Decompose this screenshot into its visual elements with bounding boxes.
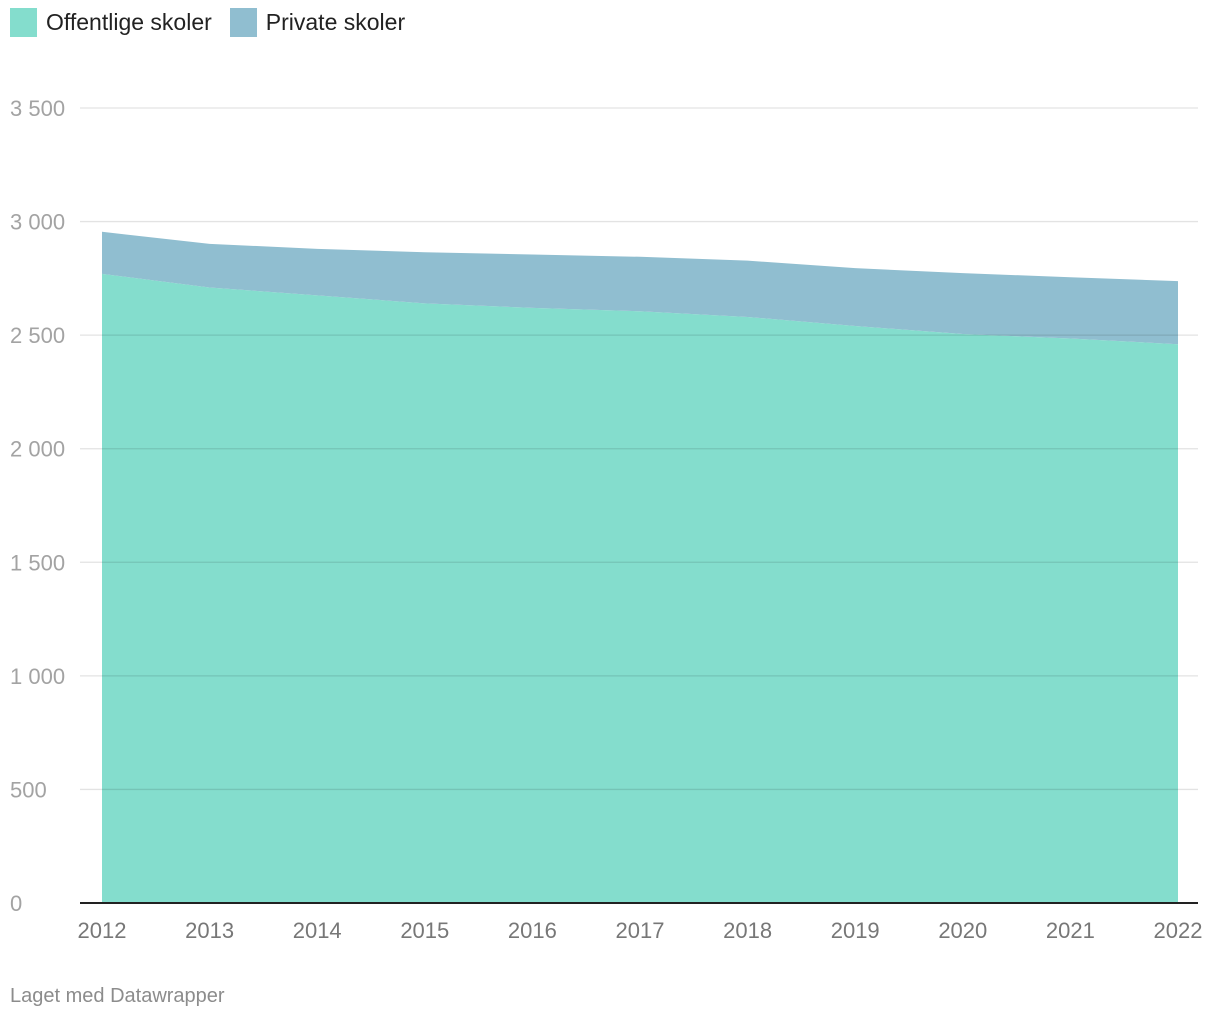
y-tick-label: 3 000 [10, 210, 65, 235]
y-tick-label: 3 500 [10, 96, 65, 121]
area-offentlige-skoler [102, 273, 1178, 903]
legend-label-private: Private skoler [265, 9, 406, 35]
legend-item-private: Private skoler [229, 8, 406, 37]
x-tick-label: 2012 [78, 918, 127, 943]
x-tick-label: 2020 [938, 918, 987, 943]
datawrapper-credit: Laget med Datawrapper [10, 985, 225, 1007]
y-tick-label: 1 500 [10, 550, 65, 575]
area-private-skoler [102, 231, 1178, 345]
legend-label-offentlige: Offentlige skoler [46, 9, 212, 35]
legend-swatch-offentlige [10, 8, 37, 37]
x-tick-label: 2014 [293, 918, 342, 943]
y-tick-label: 2 000 [10, 437, 65, 462]
y-tick-label: 1 000 [10, 664, 65, 689]
y-tick-label: 500 [10, 777, 47, 802]
x-tick-label: 2017 [616, 918, 665, 943]
x-tick-label: 2022 [1154, 918, 1203, 943]
legend: Offentlige skoler Private skoler [10, 8, 405, 37]
x-tick-label: 2021 [1046, 918, 1095, 943]
y-tick-label: 2 500 [10, 323, 65, 348]
x-tick-label: 2019 [831, 918, 880, 943]
y-tick-label: 0 [10, 891, 22, 916]
x-tick-label: 2013 [185, 918, 234, 943]
legend-swatch-private [229, 8, 257, 37]
legend-item-offentlige: Offentlige skoler [10, 8, 212, 37]
x-tick-label: 2016 [508, 918, 557, 943]
x-tick-label: 2015 [400, 918, 449, 943]
x-tick-label: 2018 [723, 918, 772, 943]
